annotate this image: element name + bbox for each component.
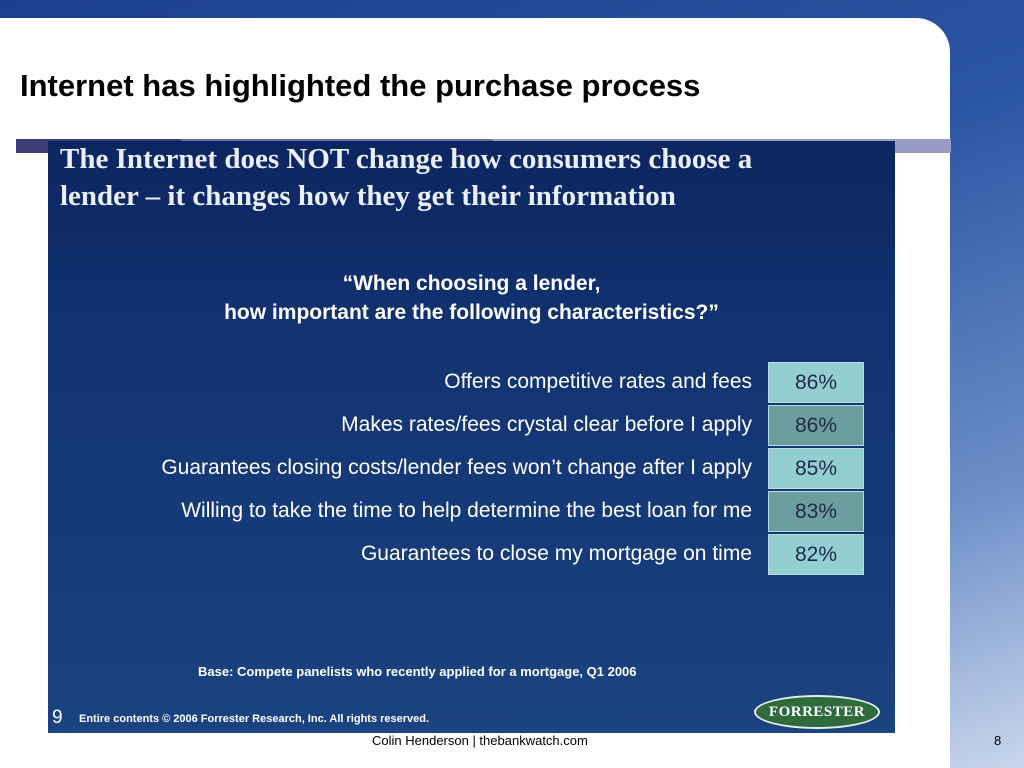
slide-panel: Internet has highlighted the purchase pr… xyxy=(0,18,951,768)
result-row: Offers competitive rates and fees 86% xyxy=(48,362,864,406)
result-row: Willing to take the time to help determi… xyxy=(48,491,864,535)
result-value: 83% xyxy=(768,491,864,532)
question-line-2: how important are the following characte… xyxy=(224,301,719,324)
result-row: Makes rates/fees crystal clear before I … xyxy=(48,405,864,449)
slide-title: Internet has highlighted the purchase pr… xyxy=(20,68,701,103)
slide-footer: Colin Henderson | thebankwatch.com 8 xyxy=(0,733,1024,749)
headline-line-2: lender – it changes how they get their i… xyxy=(60,180,676,212)
result-value: 82% xyxy=(768,534,864,575)
embedded-page-number: 9 xyxy=(52,707,63,728)
embedded-forrester-slide: The Internet does NOT change how consume… xyxy=(48,141,895,733)
result-value: 85% xyxy=(768,448,864,489)
footer-credit: Colin Henderson | thebankwatch.com xyxy=(372,733,588,748)
result-label: Guarantees to close my mortgage on time xyxy=(360,542,752,565)
question-line-1: “When choosing a lender, xyxy=(342,272,601,295)
headline-line-1: The Internet does NOT change how consume… xyxy=(60,143,753,175)
result-label: Willing to take the time to help determi… xyxy=(181,499,752,522)
forrester-logo: FORRESTER xyxy=(754,695,880,729)
result-row: Guarantees closing costs/lender fees won… xyxy=(48,448,864,492)
result-label: Guarantees closing costs/lender fees won… xyxy=(161,456,752,479)
survey-question: “When choosing a lender, how important a… xyxy=(48,269,895,327)
embedded-headline: The Internet does NOT change how consume… xyxy=(60,141,890,215)
result-label: Makes rates/fees crystal clear before I … xyxy=(341,413,752,436)
result-value: 86% xyxy=(768,362,864,403)
slide-number: 8 xyxy=(994,733,1002,748)
result-row: Guarantees to close my mortgage on time … xyxy=(48,534,864,578)
result-label: Offers competitive rates and fees xyxy=(444,370,752,393)
copyright-notice: Entire contents © 2006 Forrester Researc… xyxy=(79,713,430,725)
base-note: Base: Compete panelists who recently app… xyxy=(198,664,637,679)
result-value: 86% xyxy=(768,405,864,446)
